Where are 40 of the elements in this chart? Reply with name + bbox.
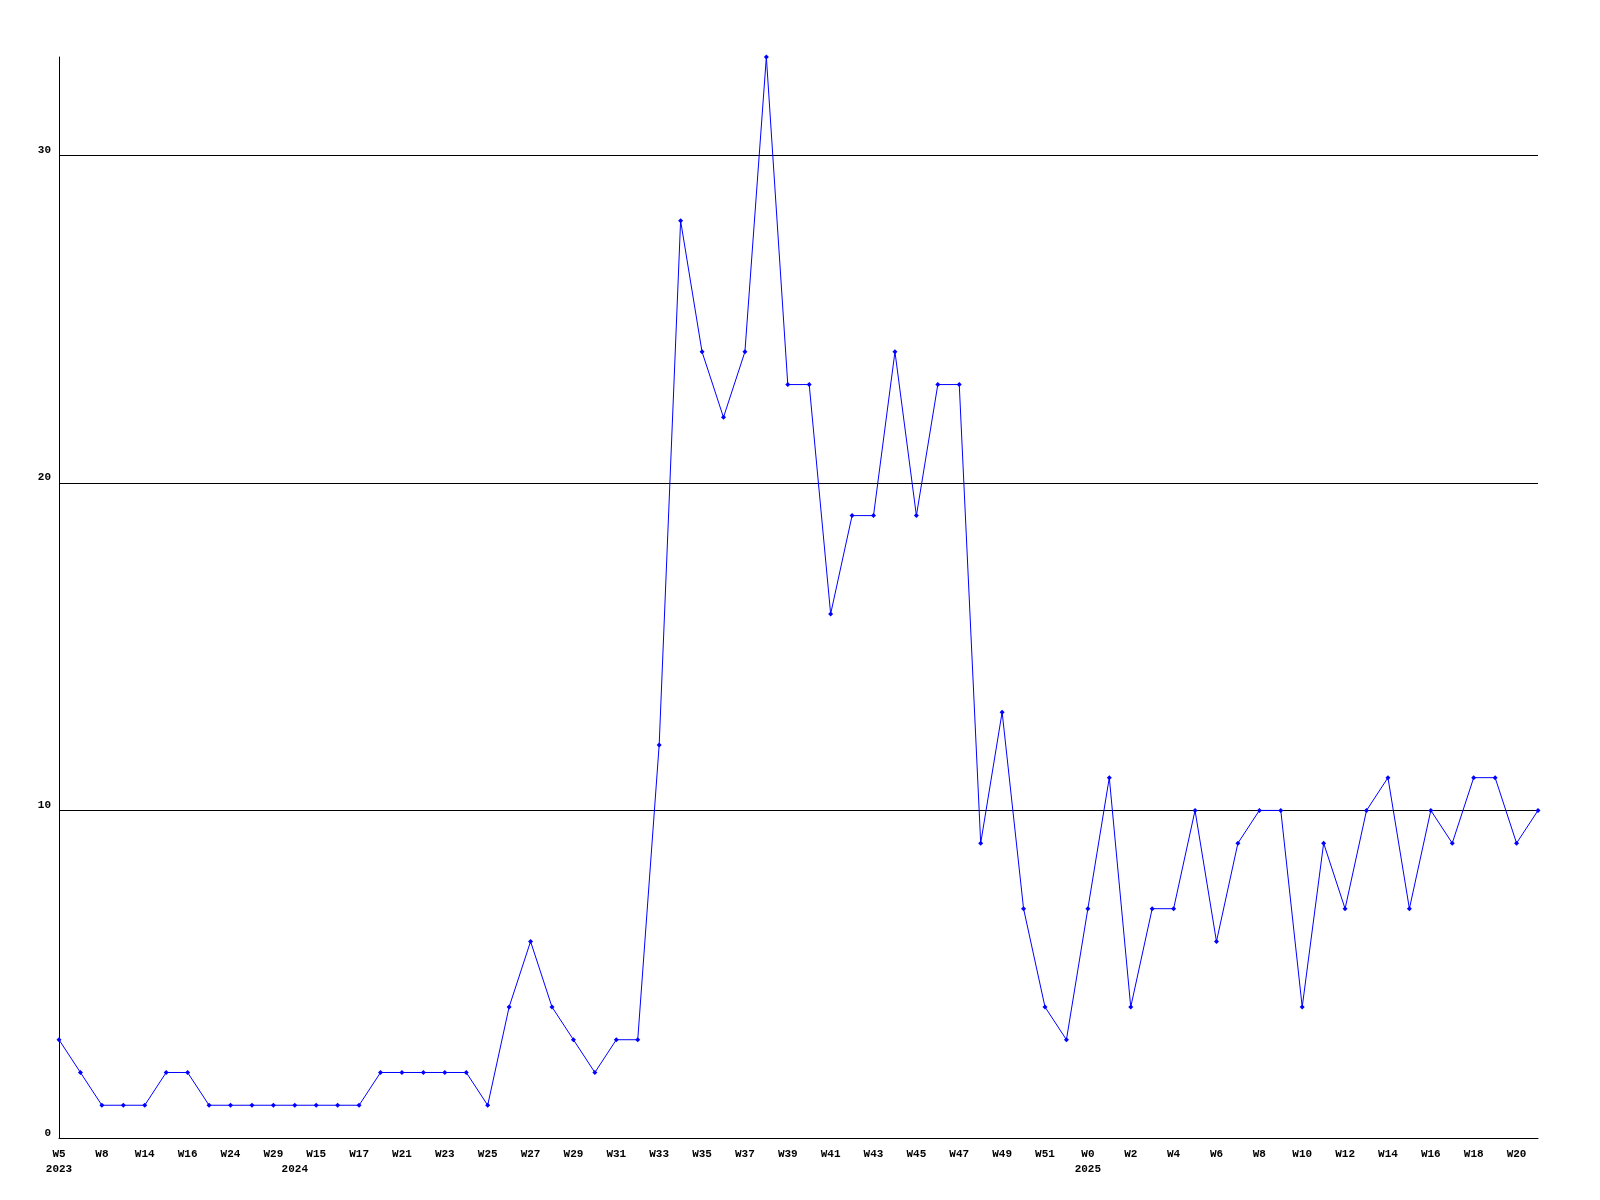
x-tick-label: W2	[1124, 1147, 1138, 1160]
x-tick-label: 2024	[281, 1162, 309, 1175]
x-tick-label: W39	[777, 1147, 798, 1160]
x-tick-label: W43	[863, 1147, 884, 1160]
x-tick-label: W6	[1209, 1147, 1224, 1160]
x-tick-label: W33	[649, 1147, 670, 1160]
x-tick-label: W0 2025	[1074, 1147, 1102, 1175]
x-tick-label: W4	[1167, 1147, 1181, 1160]
x-tick-label: W31	[606, 1147, 627, 1160]
x-tick-label: W24	[220, 1147, 241, 1160]
x-tick-label: W41	[820, 1147, 841, 1160]
x-tick-label: W47	[949, 1147, 970, 1160]
x-tick-label: W27	[520, 1147, 541, 1160]
x-tick-label: W49	[992, 1147, 1013, 1160]
x-tick-label: W16	[177, 1147, 198, 1160]
x-tick-label: W8	[95, 1147, 109, 1160]
x-tick-label: W29	[263, 1147, 284, 1160]
x-tick-label: W18	[1463, 1147, 1484, 1160]
x-tick-label: W25	[477, 1147, 498, 1160]
x-tick-label: W15	[306, 1147, 327, 1160]
x-tick-label: W17	[349, 1147, 369, 1160]
x-tick-label: W23	[434, 1147, 456, 1160]
x-tick-label: W10	[1292, 1147, 1313, 1160]
x-tick-label: W20	[1506, 1147, 1527, 1160]
x-tick-label: W51	[1035, 1147, 1056, 1160]
y-tick-label: 30	[37, 143, 51, 156]
x-tick-label: W12	[1335, 1147, 1355, 1160]
y-tick-label: 10	[37, 798, 51, 811]
y-tick-label: 0	[44, 1126, 51, 1139]
x-tick-label: W5 2023	[45, 1147, 73, 1175]
x-tick-label: W21	[392, 1147, 413, 1160]
x-tick-label: W37	[735, 1147, 755, 1160]
x-tick-label: W14	[1378, 1147, 1399, 1160]
x-tick-label: W14	[134, 1147, 156, 1160]
y-tick-label: 20	[37, 471, 51, 484]
x-tick-label: W35	[692, 1147, 713, 1160]
x-tick-label: W29	[563, 1147, 584, 1160]
x-tick-label: W16	[1420, 1147, 1441, 1160]
x-tick-label: W8	[1252, 1147, 1267, 1160]
x-tick-label: W45	[906, 1147, 927, 1160]
